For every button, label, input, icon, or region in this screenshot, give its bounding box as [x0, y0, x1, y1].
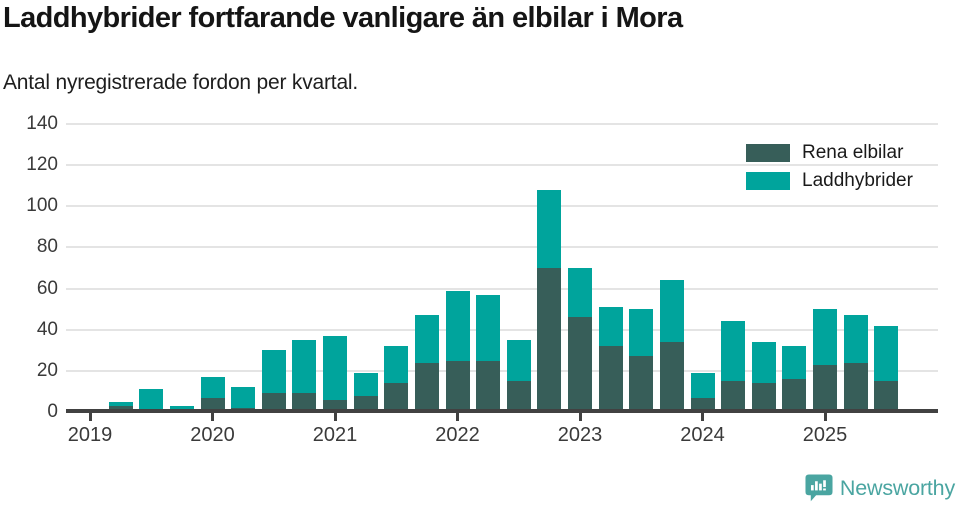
legend-item-laddhybrider: Laddhybrider — [746, 170, 913, 191]
bar-segment-laddhybrider — [568, 268, 592, 318]
bar-segment-laddhybrider — [292, 340, 317, 394]
bar-segment-laddhybrider — [384, 346, 409, 384]
y-axis-tick-label: 140 — [26, 113, 58, 134]
bar-segment-laddhybrider — [813, 309, 837, 365]
bar-segment-laddhybrider — [476, 294, 501, 361]
bar-segment-rena-elbilar — [782, 379, 807, 412]
bar-segment-rena-elbilar — [690, 397, 715, 412]
bar-segment-laddhybrider — [200, 377, 225, 398]
bar-segment-laddhybrider — [445, 290, 470, 361]
bar-segment-laddhybrider — [353, 372, 378, 396]
bar-segment-laddhybrider — [261, 350, 286, 394]
bar-segment-laddhybrider — [139, 389, 164, 410]
y-gridline — [66, 328, 938, 331]
y-gridline — [66, 287, 938, 290]
bar-segment-laddhybrider — [231, 387, 256, 408]
bar-segment-rena-elbilar — [108, 405, 133, 412]
chart-title: Laddhybrider fortfarande vanligare än el… — [3, 2, 683, 34]
x-axis-tick — [456, 413, 459, 421]
bar-segment-rena-elbilar — [476, 360, 501, 412]
bar-segment-laddhybrider — [874, 325, 899, 382]
legend-item-rena-elbilar: Rena elbilar — [746, 142, 913, 163]
x-axis-year-label: 2019 — [67, 424, 113, 446]
bar-segment-rena-elbilar — [414, 362, 439, 412]
y-gridline — [66, 246, 938, 249]
bar-segment-rena-elbilar — [751, 383, 776, 412]
bar-segment-rena-elbilar — [506, 381, 531, 412]
bar-segment-rena-elbilar — [323, 399, 347, 412]
bar-segment-laddhybrider — [629, 309, 654, 357]
y-gridline — [66, 369, 938, 372]
y-gridline — [66, 164, 938, 167]
bar-segment-rena-elbilar — [629, 356, 654, 412]
x-axis-year-label: 2021 — [312, 424, 358, 446]
legend-label-rena-elbilar: Rena elbilar — [802, 142, 904, 163]
bar-segment-laddhybrider — [108, 401, 133, 406]
bar-segment-rena-elbilar — [813, 364, 837, 412]
bar-segment-rena-elbilar — [568, 317, 592, 412]
chart-subtitle: Antal nyregistrerade fordon per kvartal. — [3, 71, 359, 94]
x-axis-line — [66, 409, 938, 413]
x-axis-tick — [701, 413, 704, 421]
y-axis-tick-label: 0 — [47, 401, 58, 422]
x-axis-tick — [211, 413, 214, 421]
bar-segment-rena-elbilar — [843, 362, 868, 412]
bar-segment-laddhybrider — [751, 342, 776, 384]
x-axis-year-label: 2022 — [435, 424, 480, 446]
bar-segment-rena-elbilar — [874, 381, 899, 412]
legend-label-laddhybrider: Laddhybrider — [802, 170, 913, 191]
y-axis-tick-label: 60 — [36, 277, 58, 299]
bar-segment-rena-elbilar — [353, 395, 378, 412]
y-axis-tick-label: 20 — [36, 359, 58, 381]
bar-segment-rena-elbilar — [261, 393, 286, 412]
bar-segment-laddhybrider — [323, 335, 347, 400]
y-axis-tick-label: 80 — [36, 236, 58, 258]
legend-swatch-rena-elbilar — [746, 144, 790, 162]
bar-segment-rena-elbilar — [445, 360, 470, 412]
bar-segment-laddhybrider — [506, 340, 531, 382]
y-gridline — [66, 205, 938, 208]
y-axis-tick-label: 120 — [26, 154, 58, 176]
newsworthy-logo-icon — [805, 474, 833, 502]
bar-segment-laddhybrider — [537, 189, 562, 268]
x-axis-year-label: 2023 — [557, 424, 603, 446]
bar-segment-rena-elbilar — [537, 268, 562, 412]
bar-segment-rena-elbilar — [659, 342, 684, 412]
bar-segment-laddhybrider — [659, 280, 684, 343]
bar-segment-laddhybrider — [598, 307, 623, 347]
x-axis-year-label: 2025 — [802, 424, 848, 446]
x-axis-tick — [578, 413, 582, 421]
y-axis-tick-label: 40 — [36, 318, 58, 340]
brand-footer: Newsworthy — [805, 474, 955, 502]
bar-segment-laddhybrider — [414, 315, 439, 363]
x-axis-tick — [333, 413, 337, 421]
bar-segment-laddhybrider — [169, 405, 194, 410]
bar-segment-laddhybrider — [782, 346, 807, 380]
bar-segment-rena-elbilar — [200, 397, 225, 412]
bar-segment-laddhybrider — [690, 372, 715, 398]
bar-segment-laddhybrider — [843, 315, 868, 363]
bar-segment-laddhybrider — [721, 321, 746, 382]
x-axis-year-label: 2020 — [190, 424, 235, 446]
bar-segment-rena-elbilar — [292, 393, 317, 412]
legend-swatch-laddhybrider — [746, 172, 790, 190]
bar-segment-rena-elbilar — [598, 346, 623, 412]
brand-name: Newsworthy — [839, 475, 955, 500]
x-axis-tick — [88, 413, 92, 421]
legend: Rena elbilar Laddhybrider — [746, 142, 913, 200]
y-axis-tick-label: 100 — [26, 195, 58, 217]
x-axis-tick — [823, 413, 827, 421]
y-gridline — [66, 123, 938, 125]
bar-segment-rena-elbilar — [384, 383, 409, 412]
bar-segment-rena-elbilar — [721, 381, 746, 412]
x-axis-year-label: 2024 — [680, 424, 725, 446]
